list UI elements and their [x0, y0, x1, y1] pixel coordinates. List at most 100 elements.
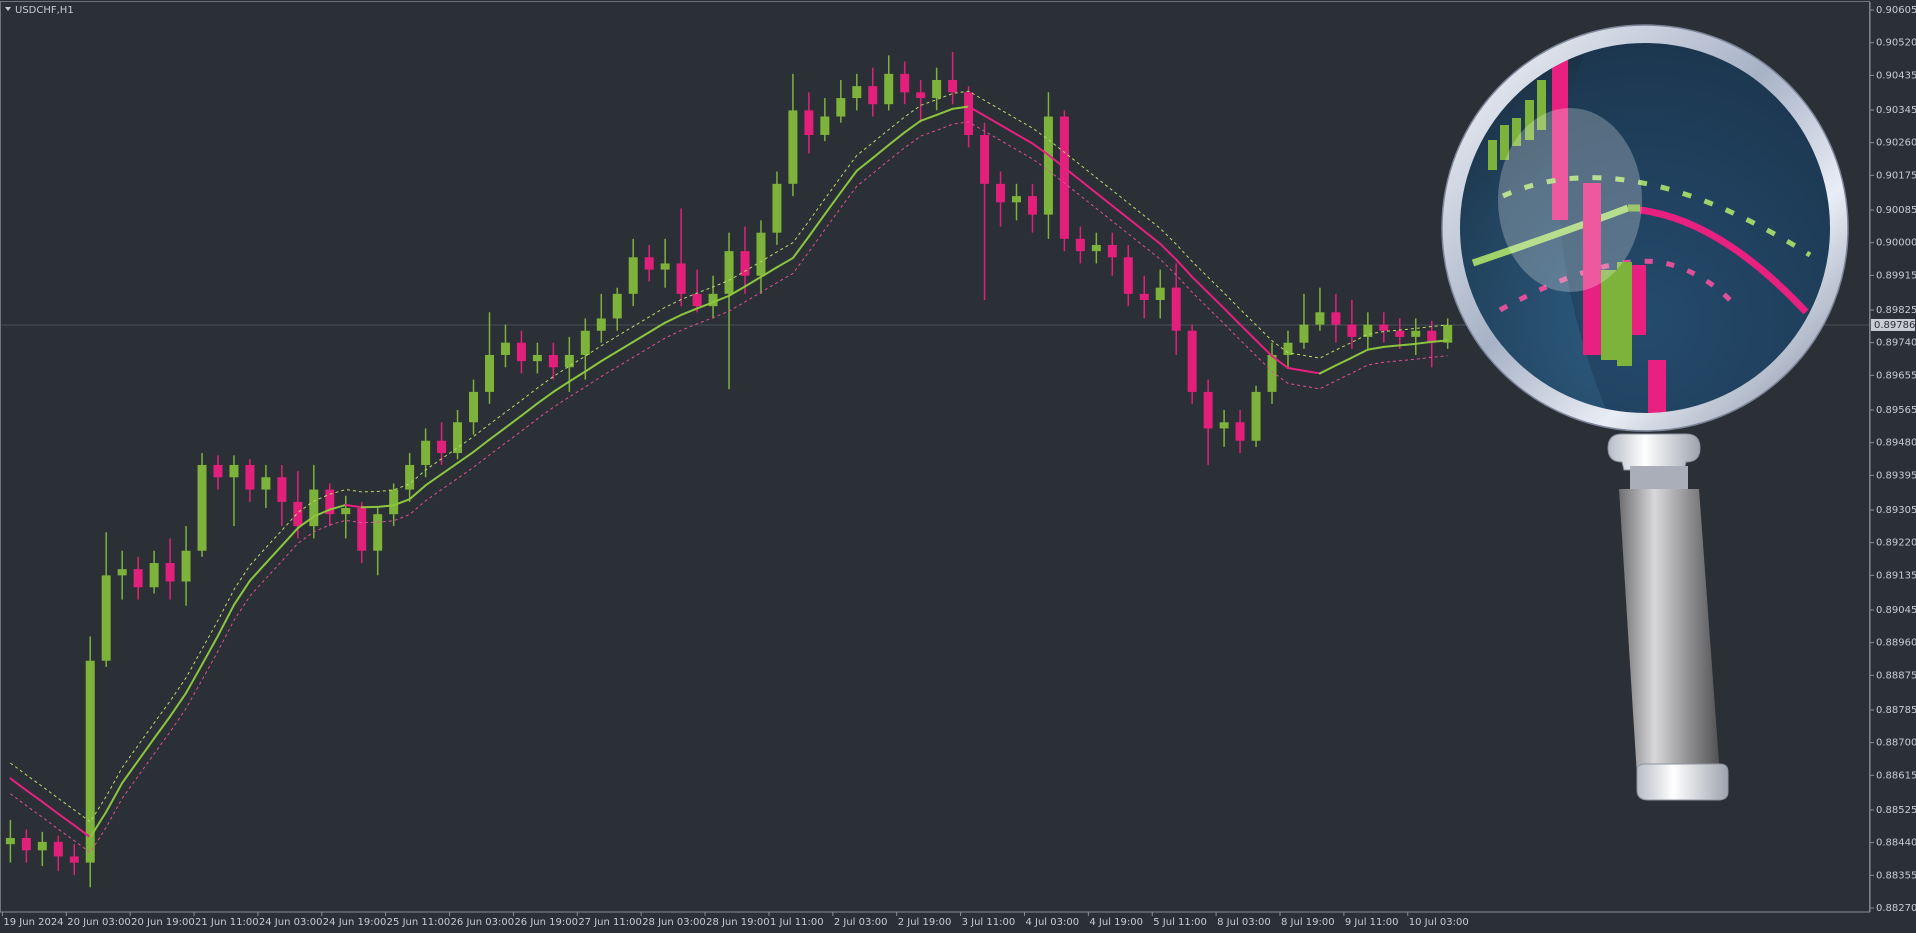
moving-average [1015, 133, 1034, 145]
moving-average [264, 544, 283, 565]
candle-body [405, 464, 415, 490]
y-tick-label: 0.90175 [1876, 170, 1916, 181]
moving-average [1334, 356, 1353, 367]
band-line [10, 90, 1448, 823]
moving-average [1318, 364, 1337, 375]
candle-body [1235, 422, 1245, 441]
candle-body [1283, 342, 1293, 355]
candle-body [1187, 330, 1197, 392]
moving-average [232, 579, 251, 606]
moving-average [1271, 355, 1289, 370]
moving-average [1414, 340, 1433, 345]
candle-body [1363, 324, 1373, 337]
y-tick-label: 0.89395 [1876, 470, 1916, 481]
moving-average [376, 504, 395, 508]
moving-average [57, 812, 76, 827]
moving-average [1079, 179, 1098, 195]
moving-average [919, 113, 938, 122]
candle-body [932, 79, 942, 99]
y-tick-label: 0.90085 [1876, 205, 1916, 216]
candle-body [1347, 324, 1357, 337]
x-tick-label: 4 Jul 03:00 [1025, 917, 1079, 928]
y-tick-label: 0.89565 [1876, 405, 1916, 416]
moving-average [137, 737, 156, 762]
candle-body [1315, 312, 1325, 325]
candle-body [580, 330, 590, 355]
x-tick-label: 4 Jul 19:00 [1089, 917, 1143, 928]
candle-body [1411, 330, 1421, 337]
y-tick-label: 0.89045 [1876, 605, 1916, 616]
lens-bar [1632, 265, 1646, 335]
candle-body [1139, 293, 1149, 300]
candle-body [1219, 422, 1229, 429]
x-tick-label: 28 Jun 03:00 [642, 917, 706, 928]
moving-average [664, 313, 683, 324]
moving-average [1239, 323, 1258, 342]
candle-body [804, 110, 814, 135]
candle-body [1203, 391, 1213, 429]
candle-body [1107, 244, 1117, 258]
last-price-label: 0.89786 [1874, 320, 1915, 331]
moving-average [967, 105, 986, 117]
moving-average [121, 759, 140, 785]
y-tick-label: 0.88785 [1876, 705, 1916, 716]
moving-average [504, 414, 523, 429]
moving-average [935, 107, 954, 116]
candle-body [1251, 391, 1261, 441]
moving-average [185, 663, 204, 695]
candle-body [884, 73, 894, 105]
symbol-label: USDCHF,H1 [5, 5, 74, 16]
chart-title: USDCHF,H1 [15, 5, 74, 16]
moving-average [1143, 230, 1162, 245]
moving-average [680, 307, 699, 316]
candle-body [101, 575, 111, 661]
moving-average [791, 235, 810, 260]
candle-body [772, 183, 782, 233]
moving-average [839, 169, 858, 194]
moving-average [744, 275, 762, 288]
candle-body [213, 464, 223, 478]
candle-body [676, 263, 686, 294]
moving-average [169, 692, 188, 718]
candle-body [500, 342, 510, 355]
candle-body [245, 464, 255, 490]
candle-body [1443, 324, 1453, 343]
candle-body [1427, 330, 1437, 343]
y-tick-label: 0.88615 [1876, 770, 1916, 781]
moving-average [1366, 345, 1385, 351]
x-tick-label: 1 Jul 11:00 [770, 917, 824, 928]
candle-body [852, 86, 862, 99]
candle-body [820, 116, 830, 135]
candle-body [293, 501, 303, 527]
moving-average [1031, 142, 1050, 156]
candle-body [261, 477, 271, 490]
candle-body [1011, 196, 1021, 203]
x-tick-label: 2 Jul 19:00 [898, 917, 952, 928]
candle-body [229, 464, 239, 478]
candle-body [341, 508, 351, 515]
candle-body [325, 489, 335, 515]
candle-body [1043, 116, 1053, 215]
x-tick-label: 21 Jun 11:00 [195, 917, 259, 928]
x-tick-label: 20 Jun 19:00 [131, 917, 195, 928]
candle-body [309, 489, 319, 527]
lens-bar [1537, 80, 1546, 130]
x-tick-label: 26 Jun 19:00 [514, 917, 578, 928]
x-tick-label: 5 Jul 11:00 [1153, 917, 1207, 928]
candle-body [996, 183, 1006, 203]
x-tick-label: 9 Jul 11:00 [1345, 917, 1399, 928]
x-tick-label: 24 Jun 03:00 [259, 917, 323, 928]
lens-bar [1583, 183, 1601, 355]
moving-average [632, 331, 651, 343]
moving-average [999, 123, 1018, 136]
x-tick-label: 26 Jun 03:00 [451, 917, 515, 928]
candle-body [1171, 287, 1181, 331]
moving-average [616, 340, 635, 353]
x-tick-label: 10 Jul 03:00 [1409, 917, 1469, 928]
moving-average [855, 157, 874, 172]
moving-average [201, 634, 219, 666]
candle-body [660, 263, 670, 270]
candle-body [165, 563, 175, 582]
moving-average [1047, 153, 1066, 169]
moving-average [312, 508, 331, 518]
